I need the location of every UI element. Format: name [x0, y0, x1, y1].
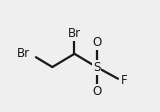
Text: O: O: [92, 36, 101, 49]
Text: Br: Br: [68, 27, 81, 40]
Text: Br: Br: [17, 47, 30, 60]
Text: F: F: [121, 74, 128, 87]
Text: O: O: [92, 85, 101, 98]
Text: S: S: [93, 61, 100, 74]
